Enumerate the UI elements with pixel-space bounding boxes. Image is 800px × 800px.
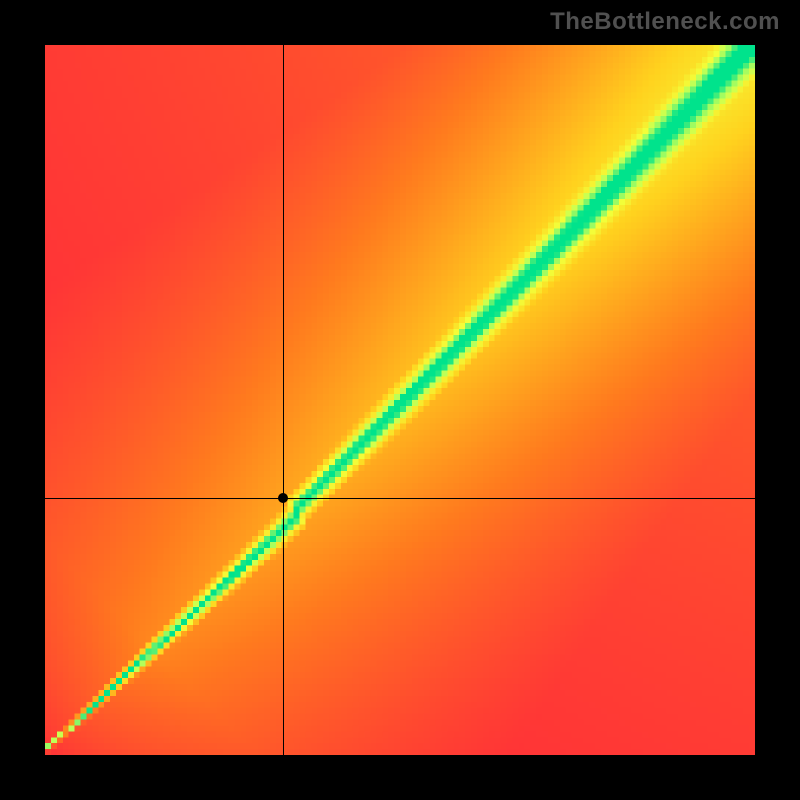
crosshair-point [278, 493, 288, 503]
chart-frame: TheBottleneck.com [0, 0, 800, 800]
crosshair-horizontal [45, 498, 755, 499]
watermark-text: TheBottleneck.com [550, 8, 780, 36]
plot-area [45, 45, 755, 755]
crosshair-vertical [283, 45, 284, 755]
heatmap-canvas [45, 45, 755, 755]
